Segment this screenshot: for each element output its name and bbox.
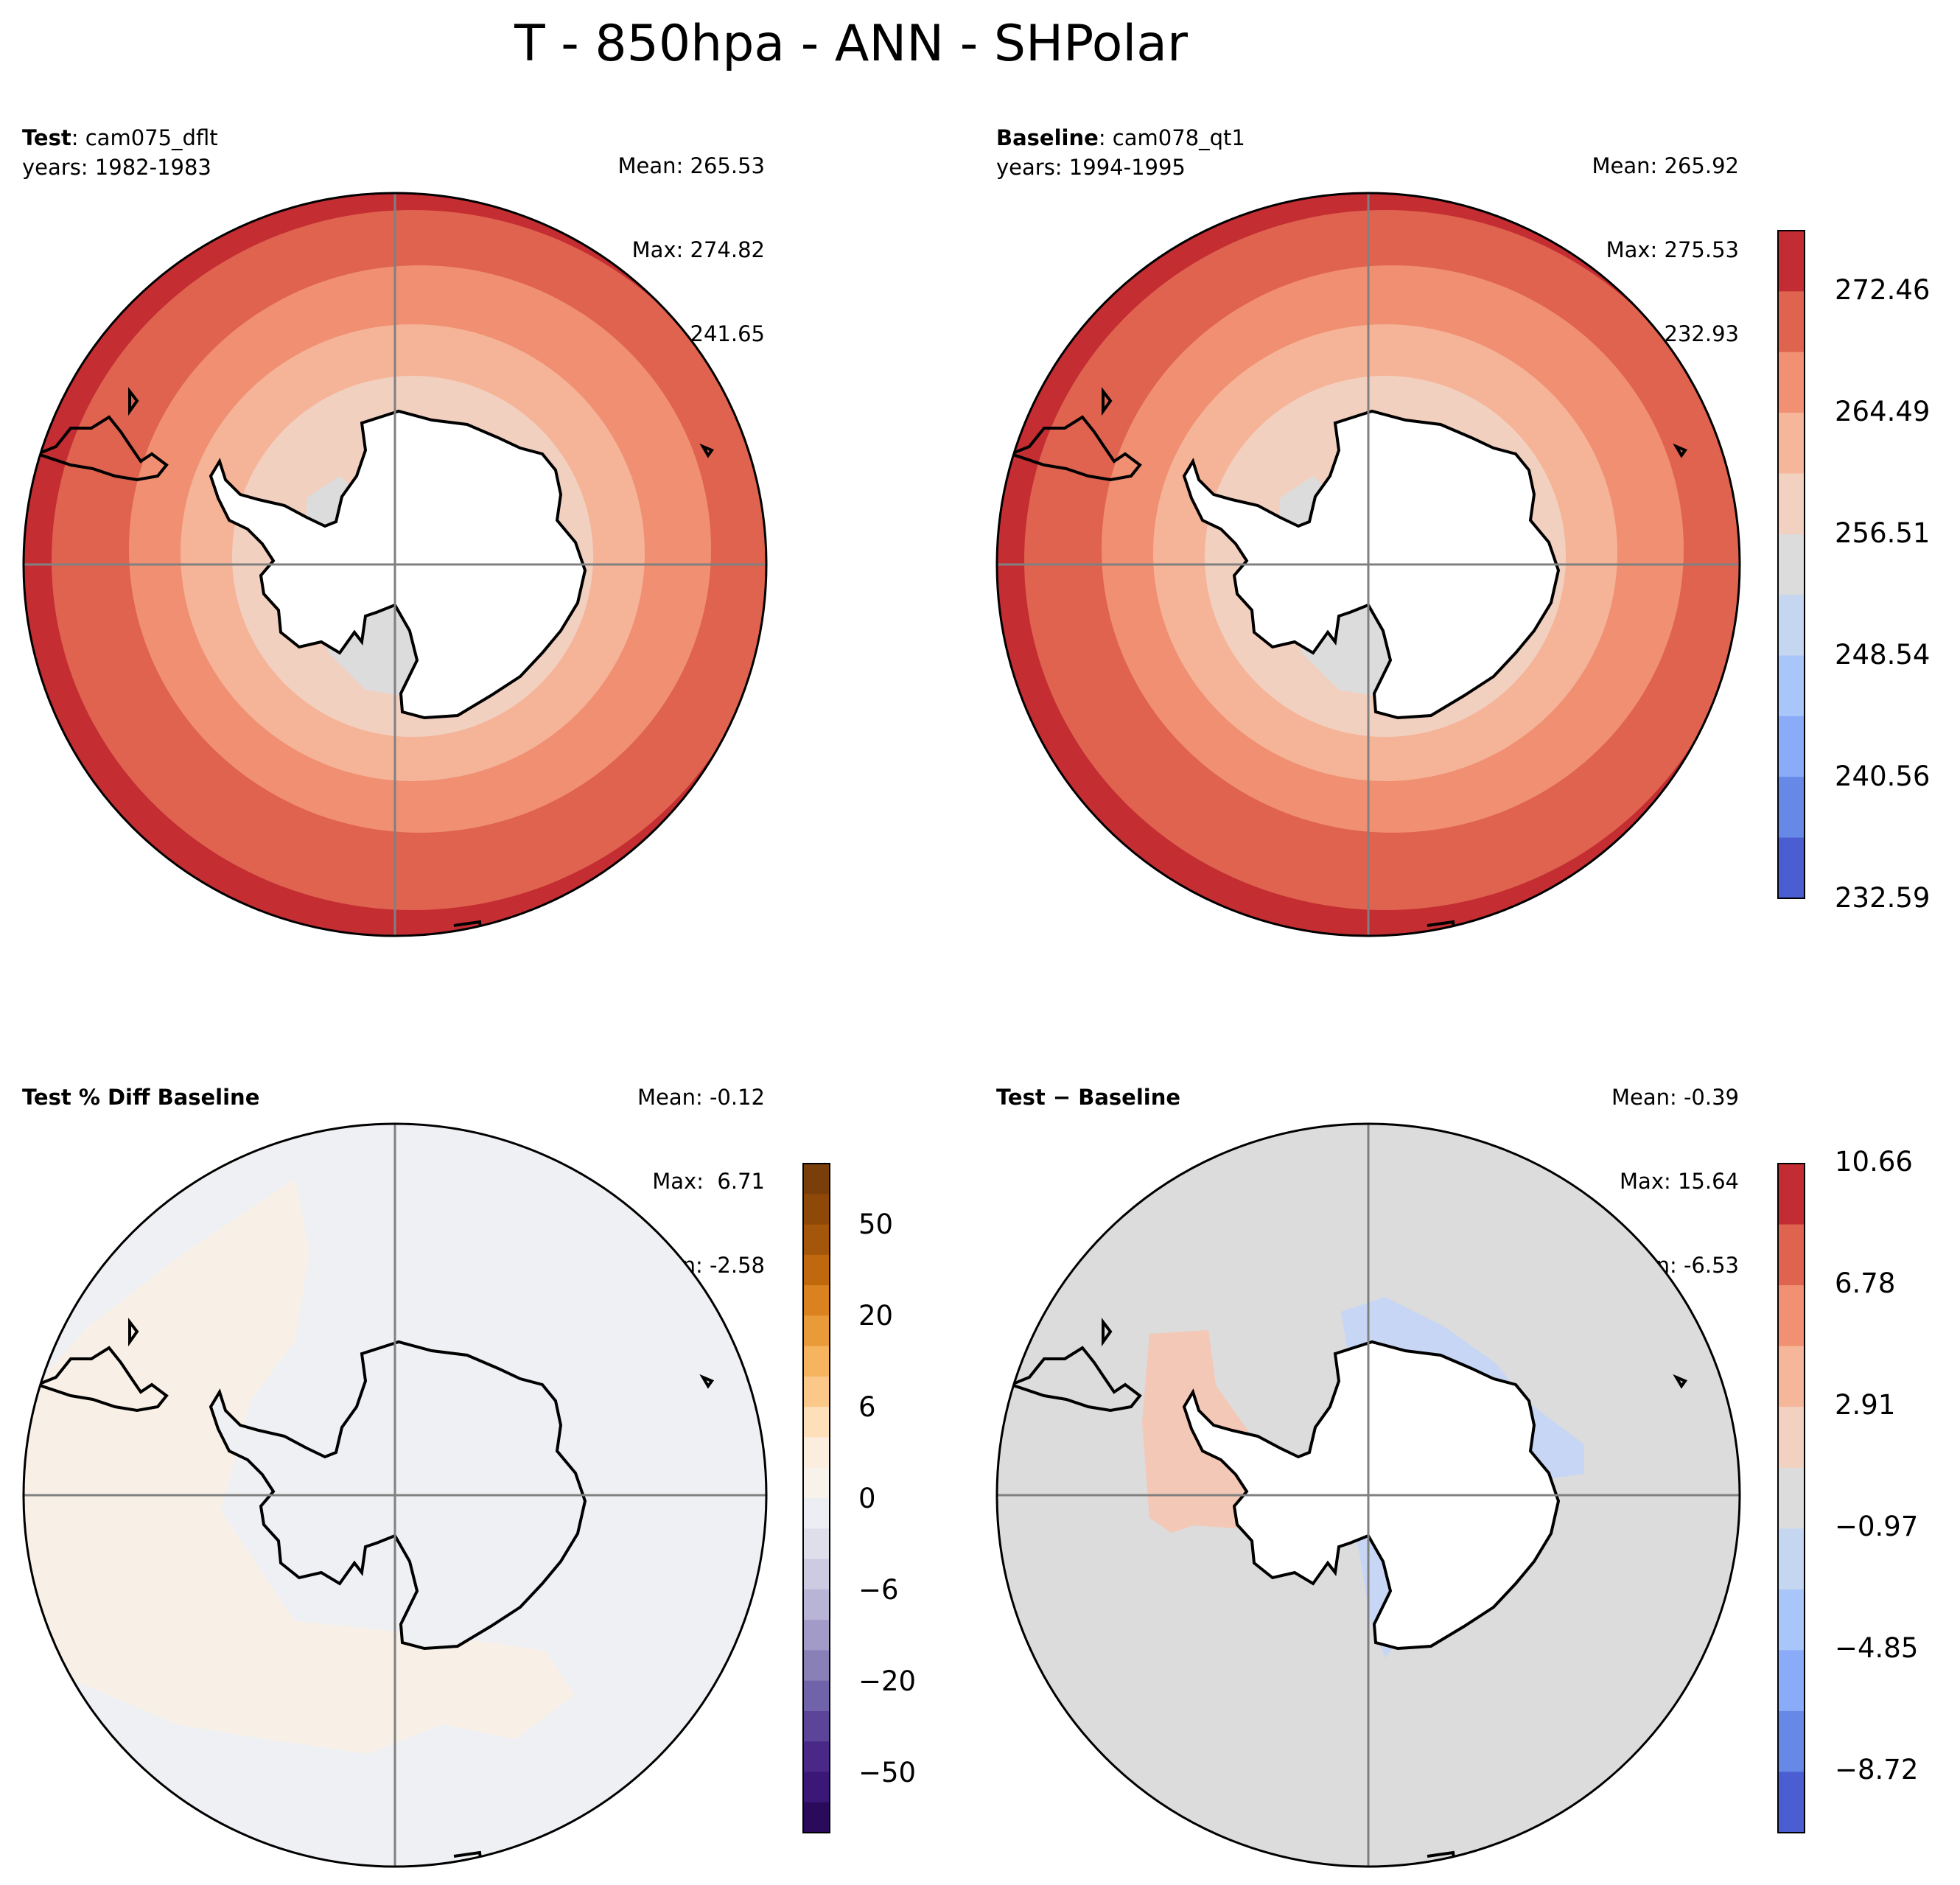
main-colorbar-tick: 256.51: [1835, 517, 1931, 549]
diff-color-band: [1778, 1164, 1805, 1225]
test-mean: Mean: 265.53: [617, 153, 765, 178]
diff-colorbar-frame: [1777, 1163, 1805, 1833]
pct-color-band: [803, 1680, 830, 1712]
main-colorbar-frame: [1777, 230, 1805, 899]
diff-max: Max: 15.64: [1620, 1169, 1739, 1194]
main-colorbar-tick: 248.54: [1835, 639, 1931, 671]
diff-mean: Mean: -0.39: [1611, 1085, 1739, 1110]
main-color-band: [1778, 837, 1805, 899]
baseline-years: years: 1994-1995: [996, 155, 1186, 180]
pct-color-band: [803, 1407, 830, 1438]
main-colorbar: [1777, 230, 1805, 899]
pct-color-band: [803, 1802, 830, 1833]
pct-color-band: [803, 1528, 830, 1560]
main-color-band: [1778, 716, 1805, 777]
main-color-band: [1778, 352, 1805, 413]
diff-color-band: [1778, 1589, 1805, 1651]
diff-colorbar-tick: 6.78: [1835, 1267, 1896, 1299]
pct-color-band: [803, 1467, 830, 1499]
baseline-label-case: : cam078_qt1: [1098, 125, 1245, 150]
diff-colorbar-tick: 2.91: [1835, 1389, 1896, 1421]
main-color-band: [1778, 777, 1805, 839]
pct-colorbar-tick: 6: [858, 1391, 876, 1423]
pct-color-band: [803, 1437, 830, 1469]
diff-color-band: [1778, 1407, 1805, 1469]
diff-label-rest: − Baseline: [1045, 1085, 1181, 1110]
diff-stats: Mean: -0.39 Max: 15.64 Min: -6.53: [1488, 1027, 1739, 1307]
pct-color-band: [803, 1772, 830, 1803]
diff-color-band: [1778, 1346, 1805, 1407]
main-colorbar-tick: 264.49: [1835, 396, 1931, 427]
diff-color-band: [1778, 1285, 1805, 1347]
main-colorbar-tick: 232.59: [1835, 882, 1931, 914]
diff-color-band: [1778, 1710, 1805, 1772]
diff-colorbar: [1777, 1163, 1805, 1833]
pct-color-band: [803, 1559, 830, 1590]
pctdiff-max: Max: 6.71: [652, 1169, 765, 1194]
pct-color-band: [803, 1710, 830, 1742]
pctdiff-mean: Mean: -0.12: [637, 1085, 765, 1110]
pct-colorbar-tick: −6: [858, 1574, 899, 1606]
main-colorbar-tick: 240.56: [1835, 760, 1931, 792]
pct-color-band: [803, 1498, 830, 1529]
main-color-band: [1778, 534, 1805, 595]
diff-colorbar-tick: −4.85: [1835, 1632, 1919, 1664]
pct-color-band: [803, 1741, 830, 1772]
main-color-band: [1778, 413, 1805, 474]
baseline-max: Max: 275.53: [1606, 237, 1739, 262]
pctdiff-label-bold: Test % Diff Baseline: [22, 1085, 260, 1110]
pct-color-band: [803, 1254, 830, 1286]
diff-color-band: [1778, 1772, 1805, 1833]
test-label-case: : cam075_dflt: [71, 125, 218, 150]
diff-color-band: [1778, 1650, 1805, 1712]
test-map: [22, 192, 768, 937]
pct-color-band: [803, 1285, 830, 1316]
pct-color-band: [803, 1315, 830, 1347]
pct-colorbar-tick: 20: [858, 1300, 894, 1332]
baseline-mean: Mean: 265.92: [1592, 153, 1739, 178]
diff-color-band: [1778, 1528, 1805, 1590]
main-color-band: [1778, 231, 1805, 292]
pct-colorbar: [802, 1163, 830, 1833]
diff-color-band: [1778, 1467, 1805, 1529]
pctdiff-panel-label: Test % Diff Baseline: [22, 1083, 259, 1111]
pct-color-band: [803, 1164, 830, 1195]
main-color-band: [1778, 595, 1805, 657]
pct-color-band: [803, 1194, 830, 1225]
baseline-stats: Mean: 265.92 Max: 275.53 Min: 232.93: [1488, 96, 1739, 376]
pct-color-band: [803, 1376, 830, 1407]
diff-colorbar-tick: 10.66: [1835, 1146, 1913, 1178]
baseline-map: [995, 192, 1741, 937]
pct-colorbar-tick: −20: [858, 1665, 917, 1697]
figure-title: T - 850hpa - ANN - SHPolar: [514, 15, 1188, 73]
main-color-band: [1778, 655, 1805, 717]
baseline-label-bold: Baseline: [996, 125, 1099, 150]
diff-panel-label: Test − Baseline: [996, 1083, 1180, 1111]
baseline-panel-label: Baseline: cam078_qt1: [996, 124, 1245, 152]
test-panel-label: Test: cam075_dflt: [22, 124, 218, 152]
main-colorbar-tick: 272.46: [1835, 274, 1931, 306]
pctdiff-map: [22, 1122, 768, 1868]
diff-color-band: [1778, 1224, 1805, 1286]
pct-colorbar-frame: [802, 1163, 830, 1833]
test-max: Max: 274.82: [631, 237, 765, 262]
test-label-bold: Test: [22, 125, 71, 150]
main-color-band: [1778, 291, 1805, 353]
diff-map: [995, 1122, 1741, 1868]
pct-color-band: [803, 1346, 830, 1377]
diff-label-test: Test: [996, 1085, 1046, 1110]
main-color-band: [1778, 473, 1805, 535]
test-years: years: 1982-1983: [22, 155, 211, 180]
pct-colorbar-tick: −50: [858, 1757, 917, 1788]
pct-colorbar-tick: 0: [858, 1483, 876, 1514]
pct-color-band: [803, 1650, 830, 1682]
diff-colorbar-tick: −8.72: [1835, 1754, 1919, 1786]
pct-color-band: [803, 1589, 830, 1620]
pct-color-band: [803, 1620, 830, 1651]
pct-colorbar-tick: 50: [858, 1209, 894, 1240]
diff-colorbar-tick: −0.97: [1835, 1511, 1919, 1542]
pct-color-band: [803, 1224, 830, 1256]
